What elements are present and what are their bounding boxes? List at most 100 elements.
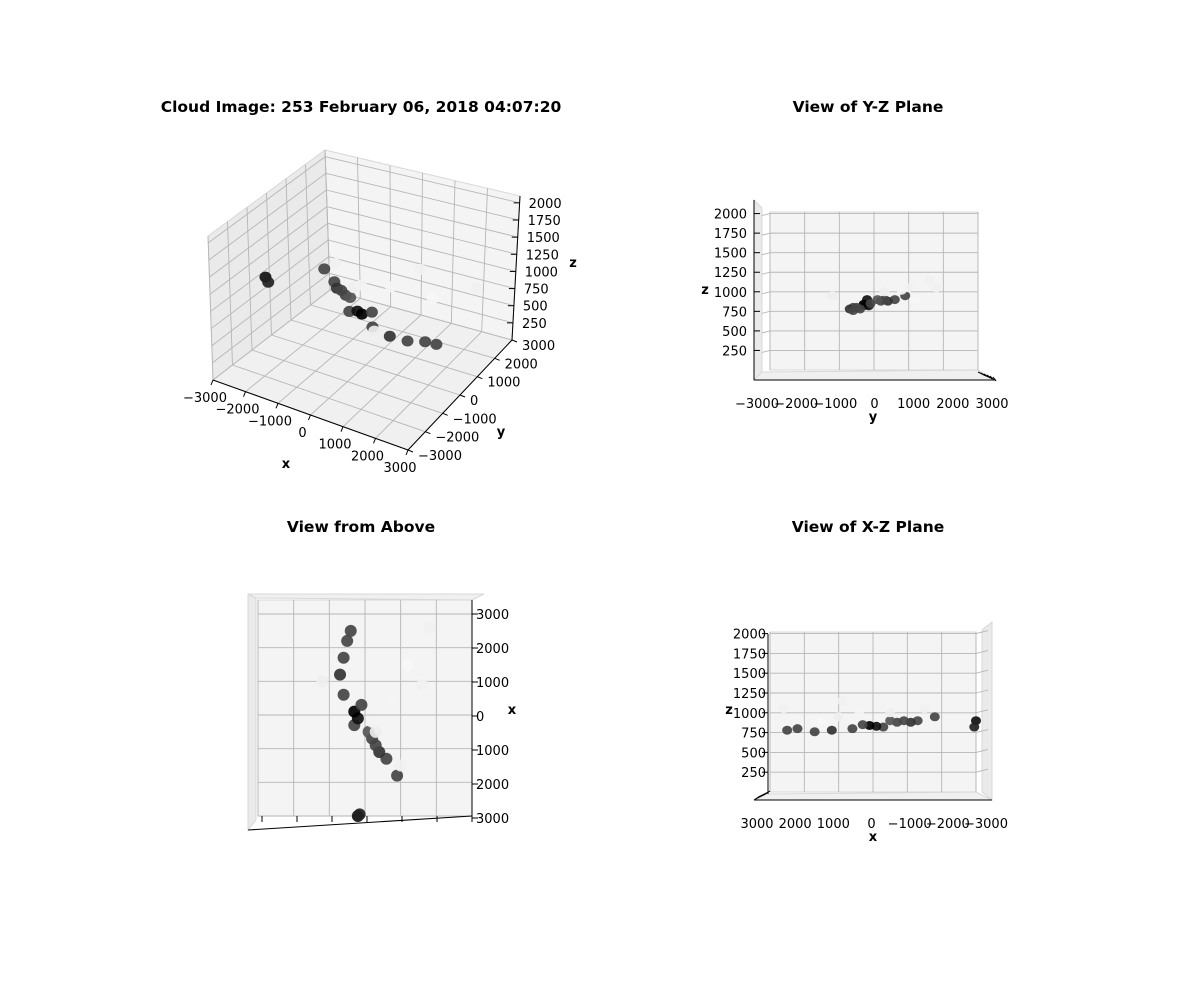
z-tick-label: 250 [522,317,547,332]
xz-data-point [847,724,858,734]
x-tick-mark [308,414,311,421]
xz-z-tick-label: 1250 [733,687,766,702]
xz-z-tick-label: 750 [741,727,766,742]
z-tick-label: 750 [524,283,549,298]
yz-depth-tick [983,373,991,379]
xz-data-point [837,696,848,706]
xz-side-gridline [975,689,989,694]
xz-data-point [809,727,820,737]
data-point [470,282,483,294]
top-data-point [334,668,347,681]
z-tick-label: 1750 [528,214,561,229]
xz-data-point [782,725,793,735]
yz-z-tick-label: 1250 [714,266,747,281]
xz-data-point [792,724,803,734]
yz-z-tick-label: 1000 [714,286,747,301]
data-point [385,281,398,293]
data-point [368,325,381,337]
xz-data-point [874,700,885,710]
yz-z-tick-label: 1500 [714,247,747,262]
data-point [329,258,342,269]
yz-z-tick-label: 500 [722,325,747,340]
xz-z-tick-label: 1500 [733,667,766,682]
yz-side-gridline [761,310,771,314]
xz-plane-panel: 3000 2000 1000 0 −1000−2000−3000 250 500 750 100… [725,620,1008,845]
x-tick-mark [373,438,376,444]
yz-x-tick-label: −3000 [735,397,779,412]
title-xz-plane: View of X-Z Plane [792,518,945,536]
back-gridline-z [325,156,520,204]
x-tick-mark [340,426,344,432]
yz-depth-tick [986,374,993,380]
top-data-point [366,715,379,728]
xz-z-tick-label: 1000 [733,707,766,722]
y-tick-mark [511,339,518,343]
y-tick-label: −2000 [435,431,479,446]
xz-side-gridline [975,630,989,635]
x-tick-label: −3000 [183,391,227,406]
title-yz-plane: View of Y-Z Plane [793,98,944,116]
title-perspective: Cloud Image: 253 February 06, 2018 04:07… [161,98,562,116]
top-bottom-axis-line [247,815,473,831]
xz-side-gridline [975,649,989,654]
xz-data-point [929,712,940,722]
perspective-3d-panel: −3000−2000−10000100020003000−3000−2000−1… [183,149,577,476]
top-view-panel: 3000 2000 1000 0 1000 2000 3000 x [247,593,517,832]
top-side-pane [247,593,257,832]
xz-z-tick-label: 2000 [733,628,766,643]
data-point [355,279,368,291]
side-gridline-y [285,178,292,321]
x-tick-label: −2000 [216,403,260,418]
xz-z-axis-label: z [725,703,733,718]
yz-side-gridline [761,252,771,256]
x-tick-mark [275,403,279,409]
x-tick-label: 0 [298,426,306,441]
y-tick-mark [407,449,414,453]
z-tick-label: 1500 [527,231,560,246]
data-point [383,330,396,342]
yz-z-tick-label: 1750 [714,227,747,242]
xz-z-tick-label: 250 [741,766,766,781]
top-tick-label: 0 [476,710,484,725]
yz-side-gridline [761,350,771,353]
y-tick-label: 0 [470,394,478,409]
y-tick-mark [442,412,448,416]
data-point [419,336,432,348]
back-gridline-z [325,172,519,221]
x-tick-mark [210,379,214,386]
data-point [262,276,275,288]
y-axis-label: y [497,425,506,440]
yz-data-point [827,291,838,301]
yz-depth-tick [989,375,995,381]
top-data-point [337,688,350,701]
yz-side-gridline [761,271,771,275]
yz-x-axis-label: y [869,410,878,425]
xz-data-point [854,706,865,716]
top-data-point [391,769,404,782]
yz-z-tick-label: 250 [722,344,747,359]
y-tick-mark [477,376,483,380]
x-axis-label: x [282,457,291,472]
top-tick-label: 1000 [476,744,509,759]
yz-plane-panel: −3000−2000−1000 0 1000 2000 3000 250 500 750 100… [701,198,1009,425]
yz-side-gridline [761,330,771,334]
top-data-point [353,808,366,821]
yz-floor-pane [752,369,998,381]
xz-data-point [885,708,896,718]
xz-floor-pane [753,791,993,801]
yz-side-pane [753,198,763,382]
xz-x-tick-label: 3000 [740,817,773,832]
x-tick-mark [243,391,246,397]
yz-x-tick-label: 0 [870,397,878,412]
top-data-point [401,658,414,671]
xz-data-point [778,704,789,714]
top-data-point [394,759,407,772]
x-tick-label: 2000 [351,449,384,464]
xz-x-tick-label: −3000 [964,817,1008,832]
y-tick-mark [494,357,500,361]
x-tick-label: −1000 [248,414,292,429]
top-data-point [316,675,329,688]
yz-data-point [924,275,935,285]
x-tick-label: 1000 [318,438,351,453]
